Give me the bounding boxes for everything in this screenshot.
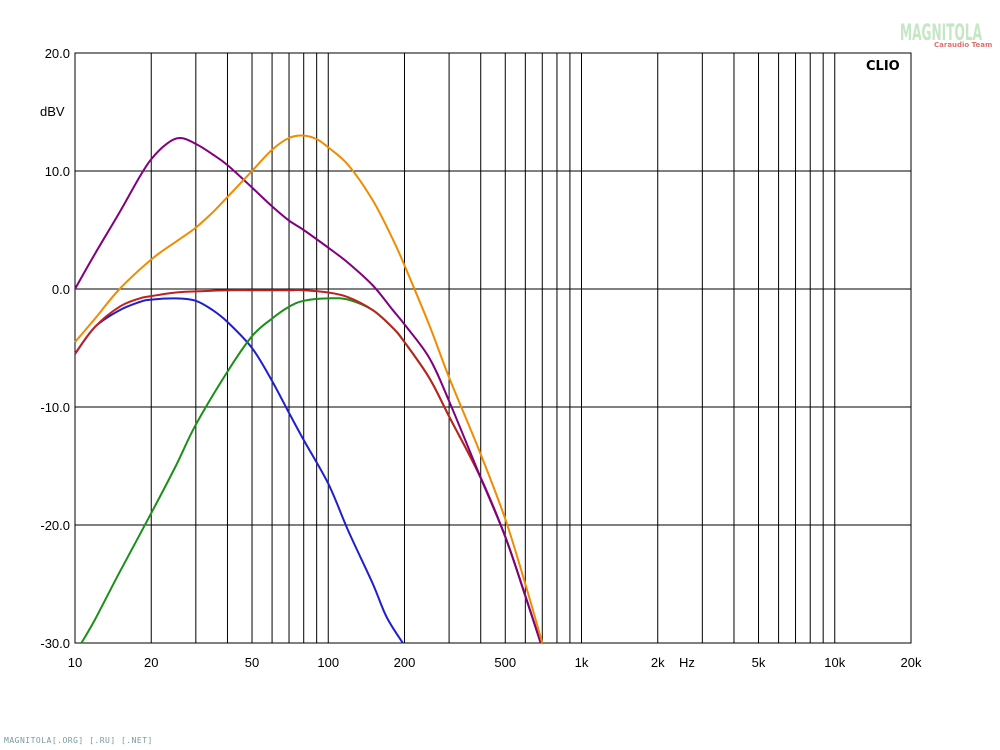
y-tick-label: -20.0	[40, 518, 70, 533]
y-tick-label: -10.0	[40, 400, 70, 415]
x-tick-label: 10k	[824, 655, 845, 670]
x-tick-label: 2k	[651, 655, 665, 670]
vertical-gridlines	[150, 53, 836, 643]
x-tick-label: 5k	[752, 655, 766, 670]
x-tick-label: 500	[494, 655, 516, 670]
y-tick-label: 0.0	[52, 282, 70, 297]
x-tick-label: 100	[317, 655, 339, 670]
watermark-footer: MAGNITOLA[.ORG] [.RU] [.NET]	[4, 736, 153, 745]
x-tick-label: 1k	[575, 655, 589, 670]
x-tick-label: 20k	[901, 655, 922, 670]
horizontal-gridlines	[75, 170, 911, 526]
series-line-4	[74, 137, 542, 644]
x-tick-label: 50	[245, 655, 259, 670]
plot-area	[74, 52, 912, 644]
x-tick-label: 20	[144, 655, 158, 670]
y-tick-label: 20.0	[45, 46, 70, 61]
clio-brand-label: CLIO	[866, 59, 900, 74]
y-axis-unit-label: dBV	[40, 104, 65, 119]
y-tick-label: 10.0	[45, 164, 70, 179]
series-line-1	[74, 297, 404, 644]
series-line-3	[74, 289, 542, 644]
series-line-5	[74, 134, 544, 644]
series-layer	[74, 134, 544, 644]
x-tick-label: 200	[394, 655, 416, 670]
y-tick-label: -30.0	[40, 636, 70, 651]
watermark-logo-subtext: Caraudio Team	[934, 41, 992, 49]
watermark-logo: MAGNITOLA Caraudio Team	[900, 21, 992, 49]
plot-border	[74, 52, 912, 644]
x-axis-unit-label: Hz	[679, 655, 695, 670]
x-tick-label: 10	[68, 655, 82, 670]
watermark-logo-text: MAGNITOLA	[900, 21, 982, 46]
x-tick-labels: 10 20 50 100 200 500 1k 2k 5k 10k 20k	[68, 655, 922, 670]
y-tick-labels: 20.0 10.0 0.0 -10.0 -20.0 -30.0	[40, 46, 70, 651]
